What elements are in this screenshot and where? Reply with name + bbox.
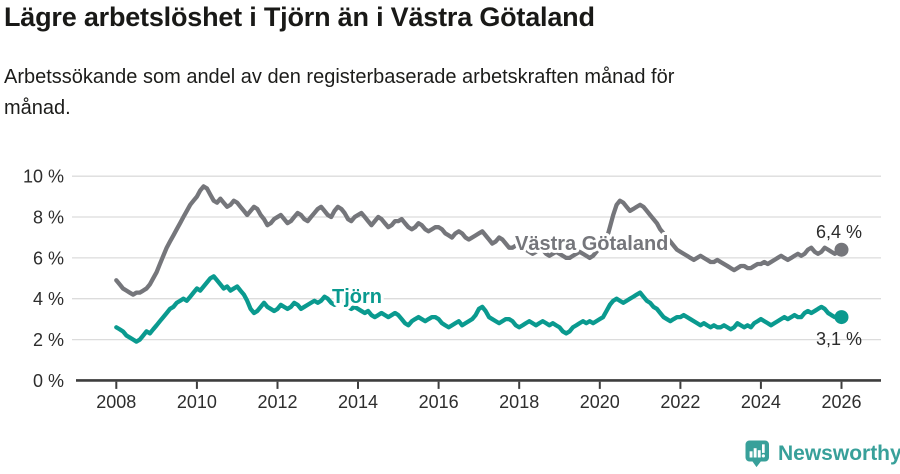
y-tick-label: 2 % — [33, 330, 64, 350]
newsworthy-logo: Newsworthy — [745, 440, 900, 468]
y-tick-label: 0 % — [33, 371, 64, 391]
y-tick-label: 10 % — [23, 167, 64, 187]
series-end-dot-v-stra-g-taland — [834, 242, 849, 257]
series-line-v-stra-g-taland — [114, 184, 844, 297]
series-label-tj-rn: Tjörn — [332, 286, 382, 308]
x-tick-label: 2016 — [419, 392, 459, 412]
newsworthy-speech-bubble-bar-chart-icon — [745, 440, 769, 468]
series-end-value-tj-rn: 3,1 % — [816, 329, 862, 349]
y-tick-label: 6 % — [33, 248, 64, 268]
series-end-dot-tj-rn — [834, 310, 849, 325]
chart-title: Lägre arbetslöshet i Tjörn än i Västra G… — [4, 2, 595, 32]
x-tick-label: 2024 — [741, 392, 781, 412]
x-tick-label: 2012 — [257, 392, 297, 412]
x-tick-label: 2010 — [177, 392, 217, 412]
x-tick-label: 2014 — [338, 392, 378, 412]
y-tick-label: 4 % — [33, 289, 64, 309]
x-tick-label: 2020 — [580, 392, 620, 412]
newsworthy-brand-name: Newsworthy — [778, 442, 900, 465]
chart-subtitle: Arbetssökande som andel av den registerb… — [4, 62, 674, 124]
series-line-tj-rn — [114, 274, 844, 344]
x-tick-label: 2008 — [96, 392, 136, 412]
series-end-value-v-stra-g-taland: 6,4 % — [816, 222, 862, 242]
x-tick-label: 2018 — [499, 392, 539, 412]
x-tick-label: 2022 — [660, 392, 700, 412]
chart-subtitle-line-2: månad. — [4, 97, 71, 119]
y-tick-label: 8 % — [33, 208, 64, 228]
series-label-v-stra-g-taland: Västra Götaland — [515, 233, 668, 255]
chart-subtitle-line-1: Arbetssökande som andel av den registerb… — [4, 66, 675, 88]
x-tick-label: 2026 — [821, 392, 861, 412]
